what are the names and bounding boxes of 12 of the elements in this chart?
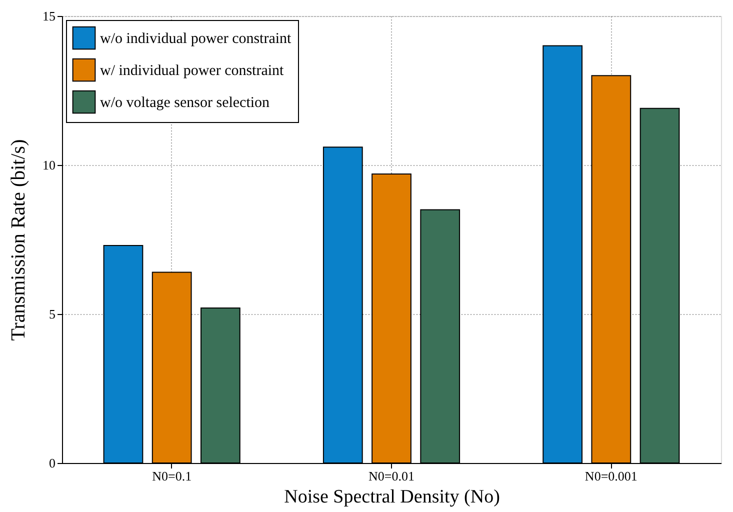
y-tick-label: 0: [49, 456, 56, 470]
y-tick-label: 10: [42, 158, 56, 172]
x-axis-title: Noise Spectral Density (No): [284, 486, 500, 508]
y-tick-label: 15: [42, 8, 56, 24]
y-tick-label: 5: [49, 306, 56, 322]
x-tick-label: N0=0.001: [584, 468, 638, 484]
x-tick-label: N0=0.1: [152, 468, 192, 484]
legend-label: w/ individual power constraint: [100, 63, 285, 79]
legend-label: w/o individual power constraint: [100, 31, 292, 47]
legend-label: w/o voltage sensor selection: [100, 95, 270, 111]
x-tick-label: N0=0.01: [368, 468, 414, 484]
y-axis-title: Transmission Rate (bit/s): [8, 139, 30, 341]
